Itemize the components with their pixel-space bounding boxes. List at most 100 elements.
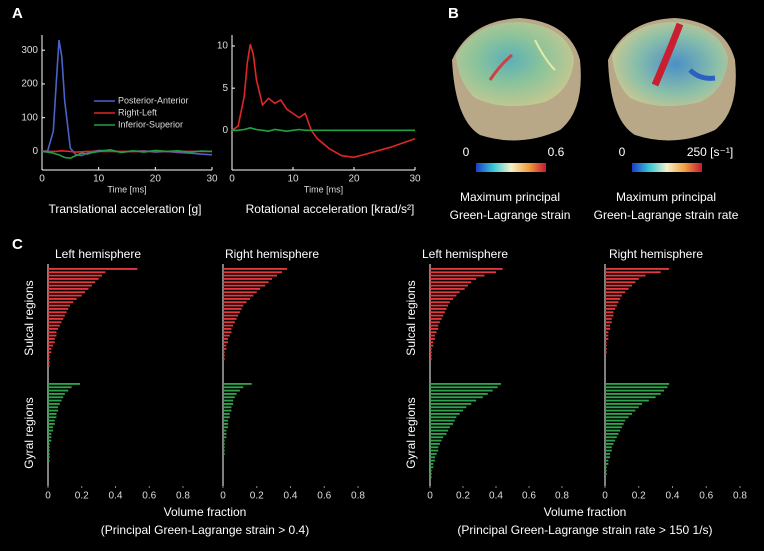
colorbar-label: 0.6 bbox=[548, 145, 565, 159]
bar bbox=[430, 389, 493, 392]
bar bbox=[430, 341, 434, 344]
bar bbox=[48, 383, 81, 385]
bar bbox=[48, 409, 59, 412]
bar bbox=[605, 271, 661, 274]
caption: (Principal Green-Lagrange strain rate > … bbox=[457, 523, 712, 537]
bar bbox=[48, 304, 70, 307]
bar bbox=[430, 433, 447, 435]
bar bbox=[605, 419, 626, 422]
bar bbox=[223, 446, 225, 449]
bar bbox=[48, 341, 55, 344]
bar bbox=[223, 331, 232, 334]
chart-title: Right hemisphere bbox=[609, 247, 703, 261]
bar bbox=[605, 281, 636, 284]
x-axis-label: Volume fraction bbox=[544, 505, 627, 519]
bar bbox=[48, 284, 92, 287]
bar bbox=[430, 399, 477, 402]
bar bbox=[223, 429, 227, 432]
bar bbox=[430, 348, 432, 350]
x-tick-label: 0.6 bbox=[522, 491, 536, 502]
bar bbox=[223, 288, 261, 290]
bar bbox=[430, 284, 468, 287]
bar bbox=[48, 344, 54, 347]
bar bbox=[430, 443, 440, 445]
x-tick-label: 0.2 bbox=[75, 491, 89, 502]
bar bbox=[48, 271, 106, 274]
bar bbox=[48, 294, 82, 297]
bar bbox=[48, 423, 55, 425]
bar bbox=[223, 318, 237, 320]
bar bbox=[48, 361, 50, 364]
bar bbox=[430, 308, 447, 310]
bar bbox=[430, 446, 439, 449]
bar bbox=[48, 426, 54, 429]
legend-label: Inferior-Superior bbox=[118, 119, 183, 129]
bar bbox=[223, 396, 235, 399]
bar bbox=[605, 291, 626, 294]
colorbar-label: 0 bbox=[619, 145, 626, 159]
bar bbox=[48, 268, 138, 270]
bar bbox=[48, 416, 57, 419]
x-tick-label: 0 bbox=[229, 174, 235, 185]
bar bbox=[48, 456, 50, 459]
bar bbox=[430, 459, 435, 462]
bar bbox=[223, 423, 229, 425]
bar bbox=[430, 419, 455, 422]
bar bbox=[48, 311, 67, 314]
bar bbox=[430, 358, 432, 360]
bar bbox=[605, 324, 611, 327]
x-tick-label: 0.2 bbox=[632, 491, 646, 502]
y-tick-label: 0 bbox=[32, 146, 38, 157]
bar bbox=[605, 473, 607, 475]
y-tick-label: 100 bbox=[21, 112, 38, 123]
x-tick-label: 0 bbox=[602, 491, 608, 502]
x-tick-label: 30 bbox=[409, 174, 421, 185]
bar bbox=[605, 423, 624, 425]
x-tick-label: 0 bbox=[427, 491, 433, 502]
bar bbox=[48, 334, 57, 337]
bar bbox=[48, 443, 50, 445]
x-tick-label: 20 bbox=[348, 174, 360, 185]
bar bbox=[223, 358, 225, 360]
bar bbox=[223, 436, 227, 439]
bar bbox=[223, 443, 225, 445]
bar bbox=[605, 301, 619, 304]
legend-label: Posterior-Anterior bbox=[118, 95, 189, 105]
bar bbox=[48, 396, 64, 399]
brain-image bbox=[608, 18, 736, 141]
y-group-label: Gyral regions bbox=[22, 397, 36, 468]
bar bbox=[223, 284, 266, 287]
bar bbox=[223, 409, 232, 412]
bar bbox=[223, 389, 240, 392]
bar bbox=[605, 389, 665, 392]
line-series bbox=[231, 44, 416, 159]
bar bbox=[430, 274, 485, 277]
bar bbox=[605, 311, 614, 314]
x-tick-label: 0.2 bbox=[250, 491, 264, 502]
bar bbox=[223, 439, 225, 442]
x-tick-label: 0.4 bbox=[109, 491, 123, 502]
bar bbox=[605, 463, 609, 465]
bar bbox=[223, 399, 234, 402]
bar bbox=[430, 281, 472, 284]
bar bbox=[605, 314, 614, 317]
bar bbox=[48, 393, 65, 395]
bar bbox=[605, 304, 617, 307]
bar bbox=[430, 321, 440, 324]
bar bbox=[430, 288, 465, 290]
bar bbox=[223, 433, 227, 435]
bar bbox=[48, 348, 52, 350]
bar bbox=[605, 331, 609, 334]
bar bbox=[430, 314, 444, 317]
bar bbox=[605, 308, 616, 310]
bar bbox=[48, 364, 50, 367]
bar bbox=[48, 449, 50, 452]
y-tick-label: 300 bbox=[21, 45, 38, 56]
bar bbox=[223, 304, 244, 307]
bar bbox=[48, 386, 72, 389]
bar bbox=[430, 473, 432, 475]
bar bbox=[48, 354, 50, 357]
bar bbox=[605, 453, 611, 455]
bar bbox=[430, 456, 435, 459]
bar bbox=[430, 386, 498, 389]
